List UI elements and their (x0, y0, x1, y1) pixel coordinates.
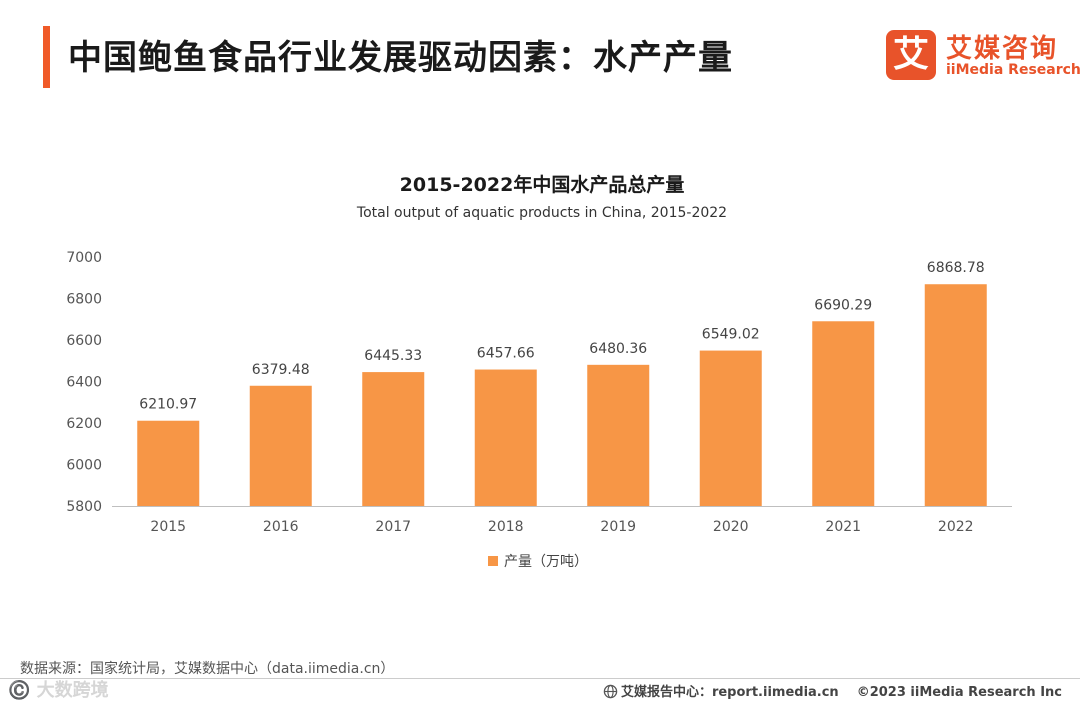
bar-2021 (812, 321, 875, 506)
y-tick-label: 7000 (66, 250, 102, 266)
watermark: ©️ 大数跨境 (8, 680, 109, 701)
data-label-2015: 6210.97 (139, 397, 197, 413)
x-tick-label: 2017 (375, 519, 411, 535)
logo-name-en: iiMedia Research (946, 62, 1080, 78)
data-label-2020: 6549.02 (702, 327, 760, 343)
bar-2018 (474, 369, 537, 506)
y-tick-label: 6600 (66, 333, 102, 349)
data-source: 数据来源：国家统计局，艾媒数据中心（data.iimedia.cn） (20, 661, 395, 677)
data-label-2022: 6868.78 (927, 260, 985, 276)
data-label-2021: 6690.29 (814, 297, 872, 313)
bar-2016 (249, 385, 312, 506)
footer-copyright: ©2023 iiMedia Research Inc (856, 685, 1062, 700)
x-tick-label: 2020 (713, 519, 749, 535)
bar-2017 (362, 372, 425, 506)
legend-swatch (488, 556, 498, 566)
logo-mark-icon: 艾 (886, 30, 936, 80)
x-tick-label: 2018 (488, 519, 524, 535)
chart-legend: 产量（万吨） (488, 551, 588, 571)
footer-report-link[interactable]: 艾媒报告中心：report.iimedia.cn (620, 685, 839, 700)
footer: 艾媒报告中心：report.iimedia.cn ©2023 iiMedia Re… (603, 681, 1062, 700)
globe-icon (603, 684, 618, 699)
logo-name-cn: 艾媒咨询 (946, 34, 1059, 64)
x-tick-label: 2019 (600, 519, 636, 535)
x-tick-label: 2022 (938, 519, 974, 535)
y-tick-label: 5800 (66, 499, 102, 515)
chart-subtitle: Total output of aquatic products in Chin… (356, 205, 728, 221)
data-label-2016: 6379.48 (252, 362, 310, 378)
y-tick-label: 6400 (66, 375, 102, 391)
bar-2022 (924, 284, 987, 506)
bar-2015 (137, 420, 200, 506)
y-tick-label: 6000 (66, 458, 102, 474)
x-tick-label: 2021 (825, 519, 861, 535)
chart-title: 2015-2022年中国水产品总产量 (399, 174, 685, 196)
legend-label: 产量（万吨） (504, 554, 588, 570)
x-tick-label: 2016 (263, 519, 299, 535)
bar-2020 (699, 350, 762, 506)
page-title: 中国鲍鱼食品行业发展驱动因素：水产产量 (68, 38, 733, 78)
y-tick-label: 6800 (66, 292, 102, 308)
y-tick-label: 6200 (66, 416, 102, 432)
title-accent-bar (43, 26, 50, 88)
data-label-2017: 6445.33 (364, 348, 422, 364)
iimedia-logo[interactable]: 艾 艾媒咨询 iiMedia Research (886, 30, 1080, 82)
footer-divider (0, 678, 1080, 679)
bar-2019 (587, 364, 650, 506)
data-label-2019: 6480.36 (589, 341, 647, 357)
x-tick-label: 2015 (150, 519, 186, 535)
data-label-2018: 6457.66 (477, 346, 535, 362)
